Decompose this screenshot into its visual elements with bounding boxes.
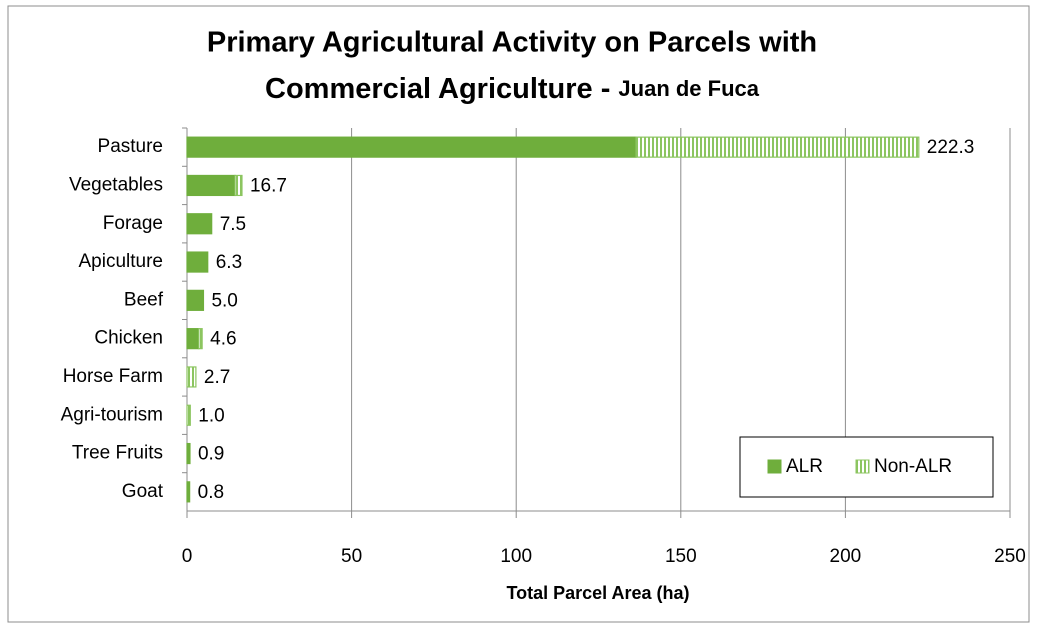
bar-segment: [635, 136, 920, 158]
data-label: 0.9: [198, 444, 224, 465]
data-label: 1.0: [198, 405, 224, 426]
y-tick-label: Vegetables: [69, 174, 163, 195]
y-tick-label: Agri-tourism: [61, 404, 163, 425]
data-label: 222.3: [927, 137, 975, 158]
x-tick-label: 200: [830, 546, 862, 567]
y-tick-label: Apiculture: [79, 251, 164, 272]
data-label: 2.7: [204, 367, 230, 388]
x-axis-label: Total Parcel Area (ha): [506, 583, 689, 603]
data-label: 5.0: [211, 290, 237, 311]
data-label: 6.3: [216, 252, 242, 273]
y-tick-label: Horse Farm: [63, 366, 163, 387]
bar-segment: [186, 404, 191, 426]
x-tick-label: 100: [500, 546, 532, 567]
y-tick-label: Forage: [103, 213, 163, 234]
bar-segment: [186, 251, 209, 273]
chart-title: Commercial Agriculture -: [265, 73, 610, 105]
bar-segment: [186, 136, 637, 158]
y-tick-label: Pasture: [98, 136, 163, 157]
data-label: 16.7: [250, 175, 287, 196]
y-tick-label: Beef: [124, 289, 164, 310]
x-tick-label: 0: [182, 546, 193, 567]
chart-subtitle: Juan de Fuca: [618, 76, 759, 101]
x-tick-label: 250: [994, 546, 1026, 567]
bar-segment: [198, 328, 203, 350]
y-tick-label: Tree Fruits: [72, 443, 163, 464]
legend-label: ALR: [786, 456, 823, 477]
bar-segment: [186, 481, 191, 503]
legend-swatch: [767, 459, 782, 474]
legend-swatch: [855, 459, 870, 474]
data-label: 4.6: [210, 329, 236, 350]
x-tick-label: 50: [341, 546, 362, 567]
data-label: 7.5: [220, 214, 246, 235]
bar-segment: [186, 174, 236, 197]
bar-segment: [234, 174, 243, 197]
data-label: 0.8: [198, 482, 224, 503]
bar-segment: [186, 213, 213, 235]
bar-segment: [186, 289, 205, 311]
chart-border: [7, 5, 1030, 623]
bar-segment: [186, 328, 200, 350]
y-tick-label: Goat: [122, 481, 164, 502]
y-tick-label: Chicken: [94, 328, 163, 349]
x-tick-label: 150: [665, 546, 697, 567]
bar-segment: [186, 366, 197, 388]
chart-title-line: Commercial Agriculture - Juan de Fuca: [265, 73, 760, 105]
bar-segment: [186, 442, 191, 465]
chart-title: Primary Agricultural Activity on Parcels…: [207, 27, 817, 59]
legend-label: Non-ALR: [874, 456, 952, 477]
